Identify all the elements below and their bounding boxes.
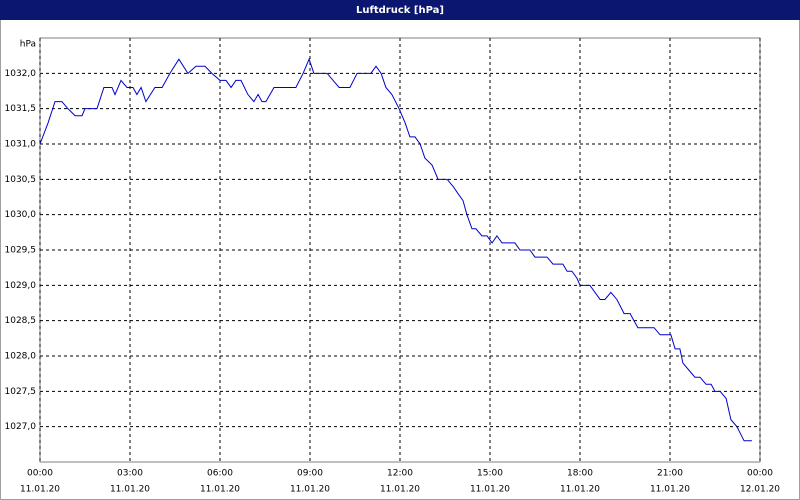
y-axis-label: hPa — [20, 40, 36, 50]
x-tick-date: 11.01.20 — [200, 485, 240, 495]
y-tick-label: 1030,5 — [5, 175, 37, 185]
x-tick-label: 00:00 — [747, 469, 773, 479]
x-tick-label: 18:00 — [567, 469, 593, 479]
chart-title: Luftdruck [hPa] — [356, 5, 444, 16]
y-tick-label: 1031,5 — [5, 104, 37, 114]
y-tick-label: 1031,0 — [5, 140, 37, 150]
y-tick-label: 1028,5 — [5, 316, 37, 326]
x-tick-label: 15:00 — [477, 469, 503, 479]
x-tick-date: 11.01.20 — [650, 485, 690, 495]
x-tick-label: 12:00 — [387, 469, 413, 479]
x-tick-label: 00:00 — [27, 469, 53, 479]
y-tick-label: 1028,0 — [5, 352, 37, 362]
x-tick-label: 21:00 — [657, 469, 683, 479]
y-tick-label: 1027,5 — [5, 387, 37, 397]
x-tick-label: 03:00 — [117, 469, 143, 479]
x-tick-label: 06:00 — [207, 469, 233, 479]
title-bar — [0, 0, 800, 20]
x-tick-date: 11.01.20 — [20, 485, 60, 495]
line-series — [39, 57, 752, 442]
x-tick-date: 12.01.20 — [740, 485, 780, 495]
y-tick-label: 1029,5 — [5, 246, 37, 256]
x-tick-date: 11.01.20 — [560, 485, 600, 495]
y-tick-label: 1029,0 — [5, 281, 37, 291]
x-tick-date: 11.01.20 — [380, 485, 420, 495]
y-tick-label: 1032,0 — [5, 69, 37, 79]
x-tick-date: 11.01.20 — [110, 485, 150, 495]
x-tick-label: 09:00 — [297, 469, 323, 479]
x-tick-date: 11.01.20 — [470, 485, 510, 495]
y-tick-label: 1030,0 — [5, 210, 37, 220]
x-tick-date: 11.01.20 — [290, 485, 330, 495]
y-tick-label: 1027,0 — [5, 422, 37, 432]
